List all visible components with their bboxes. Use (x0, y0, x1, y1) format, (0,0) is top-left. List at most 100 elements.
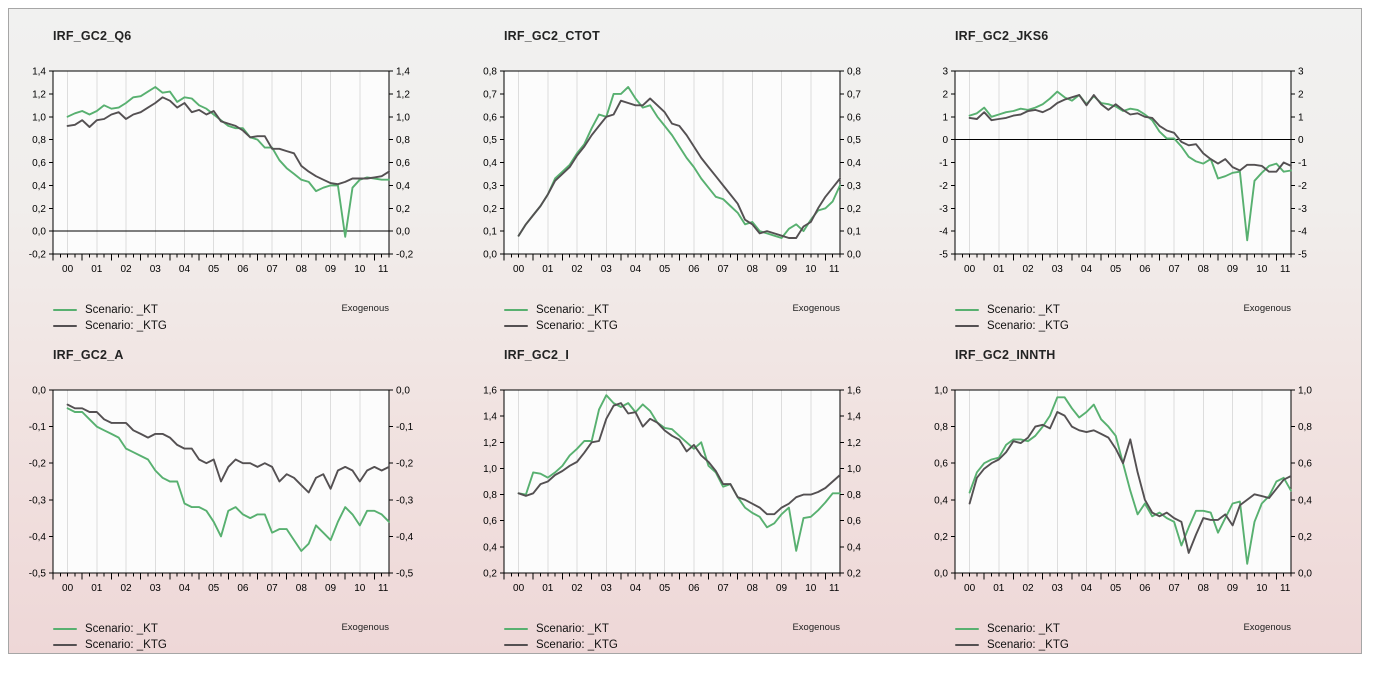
legend-label: Scenario: _KTG (85, 639, 167, 651)
legend-swatch-ktg (53, 644, 77, 646)
plot-background (955, 71, 1291, 254)
x-axis-label: 09 (776, 264, 788, 275)
y-axis-label-right: 2 (1298, 89, 1304, 100)
x-axis-label: 10 (1256, 264, 1268, 275)
y-axis-label-left: 0 (942, 135, 948, 146)
series-line-scenario-ktg (66, 403, 390, 494)
y-axis-label-left: -2 (939, 181, 948, 192)
y-axis-label-right: -4 (1298, 227, 1307, 238)
x-axis-label: 00 (513, 583, 525, 594)
chart-cell-irf_gc2_innth: IRF_GC2_INNTH 1,0 1,0 0,8 0,8 0,6 0,6 0,4 0,4 0,2… (911, 336, 1362, 655)
x-axis-label: 01 (993, 583, 1005, 594)
x-axis-label: 02 (1022, 583, 1034, 594)
x-axis-label: 10 (354, 583, 366, 594)
legend-item: Scenario: _KT (53, 302, 433, 318)
x-axis-label: 08 (747, 583, 759, 594)
y-axis-label-right: 0,2 (396, 204, 410, 215)
x-axis-label: 07 (1169, 583, 1181, 594)
y-axis-label-right: 0,2 (847, 569, 861, 580)
legend-label: Scenario: _KTG (536, 320, 618, 332)
y-axis-label-right: -0,1 (396, 422, 414, 433)
graph-panel: IRF_GC2_Q6 1,4 1,4 1,2 1,2 1,0 1,0 0,8 0,8 0,6 0,6… (8, 8, 1362, 654)
y-axis-label-left: -3 (939, 204, 948, 215)
chart-title: IRF_GC2_JKS6 (955, 29, 1049, 43)
x-axis-label: 06 (688, 264, 700, 275)
chart-legend: Scenario: _KT Scenario: _KTG Exogenous (9, 302, 433, 334)
y-axis-label-left: 0,1 (483, 227, 497, 238)
x-axis-label: 06 (688, 583, 700, 594)
y-axis-label-right: 0,8 (847, 490, 861, 501)
y-axis-label-left: 0,0 (32, 386, 46, 397)
y-axis-label-right: 0,6 (396, 158, 410, 169)
plot-background (504, 390, 840, 573)
x-axis-label: 11 (1280, 583, 1291, 594)
x-axis-label: 06 (1139, 264, 1151, 275)
y-axis-label-right: -0,2 (396, 250, 414, 261)
series-line-scenario-kt (66, 407, 390, 552)
x-axis-label: 07 (718, 264, 730, 275)
y-axis-label-right: 0,1 (847, 227, 861, 238)
x-axis-label: 11 (829, 583, 840, 594)
x-axis-label: 04 (1081, 583, 1093, 594)
x-axis-label: 10 (1256, 583, 1268, 594)
x-axis-label: 08 (1198, 264, 1210, 275)
y-axis-label-left: 0,6 (483, 516, 497, 527)
y-axis-label-left: 0,2 (483, 569, 497, 580)
legend-item: Scenario: _KT (53, 621, 433, 637)
x-axis-label: 07 (1169, 264, 1181, 275)
y-axis-label-left: 1,0 (934, 386, 948, 397)
chart-plot: 3 32 21 10 0-1 -1-2 -2-3 -3-4 -4-5 -500 01 02 03 04 05… (939, 67, 1307, 276)
series-line-scenario-ktg (968, 411, 1292, 554)
chart-title: IRF_GC2_INNTH (955, 348, 1056, 362)
y-axis-label-left: -0,5 (29, 569, 47, 580)
x-axis-label: 04 (630, 583, 642, 594)
exogenous-label: Exogenous (341, 622, 389, 633)
y-axis-label-right: 0,5 (847, 135, 861, 146)
x-axis-label: 08 (1198, 583, 1210, 594)
y-axis-label-right: -0,3 (396, 495, 414, 506)
y-axis-label-right: 0,6 (847, 516, 861, 527)
y-axis-label-left: 0,4 (32, 181, 46, 192)
y-axis-label-left: 0,8 (32, 135, 46, 146)
chart-cell-irf_gc2_q6: IRF_GC2_Q6 1,4 1,4 1,2 1,2 1,0 1,0 0,8 0,8 0,6 0,6… (9, 17, 460, 336)
y-axis-label-left: -0,4 (29, 532, 47, 543)
y-axis-label-left: -4 (939, 227, 948, 238)
y-axis-label-left: 0,4 (483, 158, 497, 169)
x-axis-label: 07 (267, 583, 279, 594)
x-axis-label: 01 (542, 583, 554, 594)
exogenous-label: Exogenous (341, 303, 389, 314)
chart-plot: 1,4 1,4 1,2 1,2 1,0 1,0 0,8 0,8 0,6 0,6 0,4 0,4 0,2 0… (29, 67, 414, 276)
x-axis-label: 06 (1139, 583, 1151, 594)
y-axis-label-left: 0,6 (934, 459, 948, 470)
legend-label: Scenario: _KT (987, 623, 1060, 635)
x-axis-label: 06 (237, 264, 249, 275)
y-axis-label-right: -0,2 (396, 459, 414, 470)
exogenous-label: Exogenous (792, 622, 840, 633)
x-axis-label: 07 (718, 583, 730, 594)
legend-swatch-kt (53, 628, 77, 630)
y-axis-label-right: 0,4 (847, 542, 861, 553)
y-axis-label-left: 0,2 (32, 204, 46, 215)
x-axis-label: 00 (62, 583, 74, 594)
y-axis-label-left: 0,3 (483, 181, 497, 192)
chart-legend: Scenario: _KT Scenario: _KTG Exogenous (460, 621, 884, 653)
y-axis-label-left: 1,0 (483, 464, 497, 475)
x-axis-label: 05 (1110, 583, 1122, 594)
y-axis-label-right: -0,4 (396, 532, 414, 543)
x-axis-label: 05 (208, 583, 220, 594)
y-axis-label-right: 0,0 (396, 386, 410, 397)
x-axis-label: 11 (378, 583, 389, 594)
x-axis-label: 11 (829, 264, 840, 275)
y-axis-label-right: 0,0 (396, 227, 410, 238)
x-axis-label: 00 (513, 264, 525, 275)
y-axis-label-right: 0,4 (396, 181, 410, 192)
series-line-scenario-ktg (517, 97, 841, 239)
y-axis-label-right: 0,4 (847, 158, 861, 169)
x-axis-label: 02 (571, 583, 583, 594)
x-axis-label: 05 (659, 264, 671, 275)
series-line-scenario-kt (968, 90, 1292, 242)
x-axis-label: 05 (659, 583, 671, 594)
exogenous-label: Exogenous (792, 303, 840, 314)
series-line-scenario-kt (968, 396, 1292, 565)
legend-label: Scenario: _KT (536, 623, 609, 635)
